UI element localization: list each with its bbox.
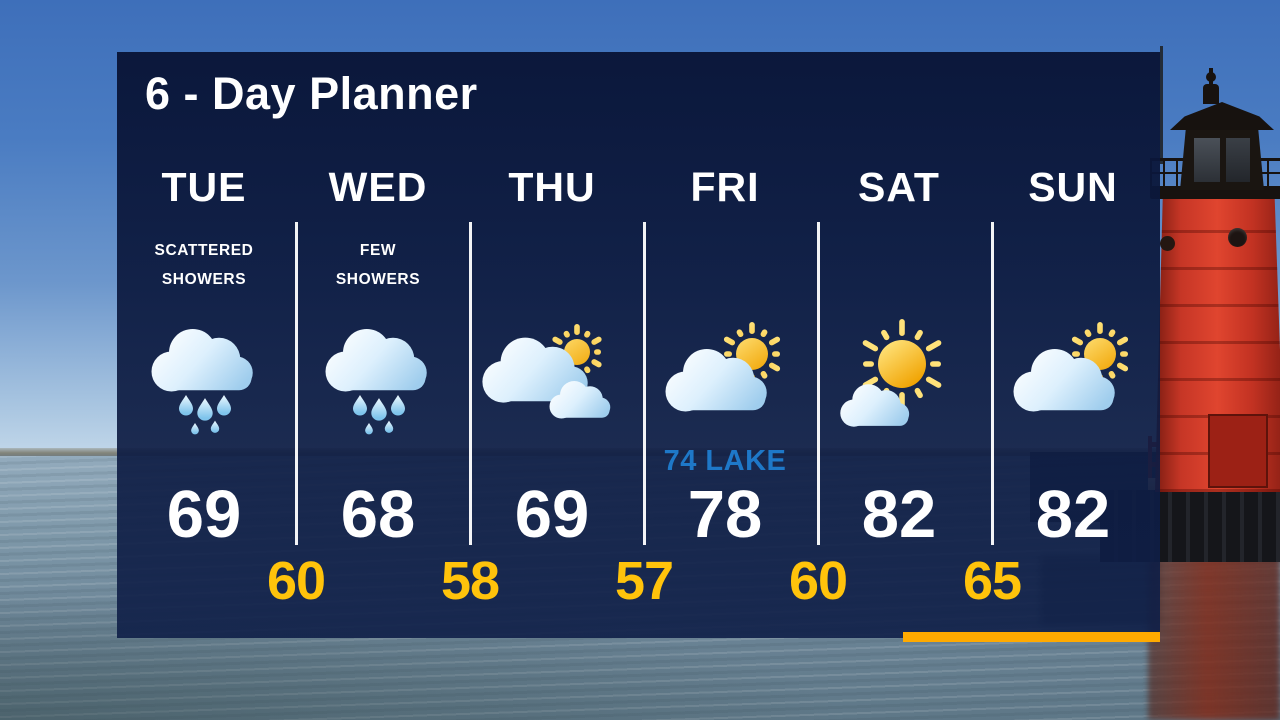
day-label: THU: [508, 164, 596, 210]
six-day-planner-panel: 6 - Day Planner TUE SCATTERED SHOWERS 69: [117, 52, 1160, 642]
column-divider: [991, 222, 994, 545]
day-label: WED: [328, 164, 428, 210]
high-temp: 69: [166, 477, 242, 552]
partly-sunny-icon: [650, 318, 800, 438]
low-temp: 58: [440, 551, 500, 611]
column-divider: [643, 222, 646, 545]
lighthouse-ventilator: [1203, 84, 1219, 104]
few-showers-icon: [303, 318, 453, 438]
high-temp: 82: [1035, 477, 1111, 552]
day-label: SUN: [1028, 164, 1118, 210]
low-temp: 60: [788, 551, 848, 611]
page-title: 6 - Day Planner: [145, 68, 478, 119]
lighthouse-lantern-room: [1180, 128, 1264, 190]
condition-text: SCATTERED SHOWERS: [154, 242, 254, 288]
day-column-sun: SUN 82: [986, 52, 1160, 638]
high-temp: 82: [861, 477, 937, 552]
day-column-tue: TUE SCATTERED SHOWERS 69: [117, 52, 291, 638]
day-column-wed: WED FEW SHOWERS 68: [291, 52, 465, 638]
lighthouse-reflection: [1148, 556, 1280, 720]
day-label: FRI: [690, 164, 760, 210]
column-divider: [295, 222, 298, 545]
mast-pole: [1160, 46, 1163, 164]
accent-bar: [903, 632, 1160, 642]
porthole-window-icon: [1228, 228, 1247, 247]
low-temp: 57: [614, 551, 674, 611]
condition-text: FEW SHOWERS: [335, 242, 421, 288]
day-column-sat: SAT 82: [812, 52, 986, 638]
day-column-thu: THU 69: [465, 52, 639, 638]
column-divider: [817, 222, 820, 545]
mostly-sunny-icon: [824, 318, 974, 438]
high-temp: 68: [340, 477, 416, 552]
day-label: TUE: [161, 164, 247, 210]
scattered-showers-icon: [129, 318, 279, 438]
low-temp: 65: [962, 551, 1022, 611]
high-temp: 78: [687, 477, 763, 552]
lighthouse-finial: [1206, 68, 1216, 86]
low-temp: 60: [266, 551, 326, 611]
mostly-cloudy-icon: [477, 318, 627, 438]
high-temp: 69: [514, 477, 590, 552]
porthole-window-icon: [1160, 236, 1175, 251]
day-label: SAT: [858, 164, 940, 210]
lake-temp-annotation: 74 LAKE: [663, 445, 787, 477]
column-divider: [469, 222, 472, 545]
partly-sunny-icon: [998, 318, 1148, 438]
day-column-fri: FRI 74 LAKE 78: [638, 52, 812, 638]
lighthouse-door: [1208, 414, 1268, 488]
